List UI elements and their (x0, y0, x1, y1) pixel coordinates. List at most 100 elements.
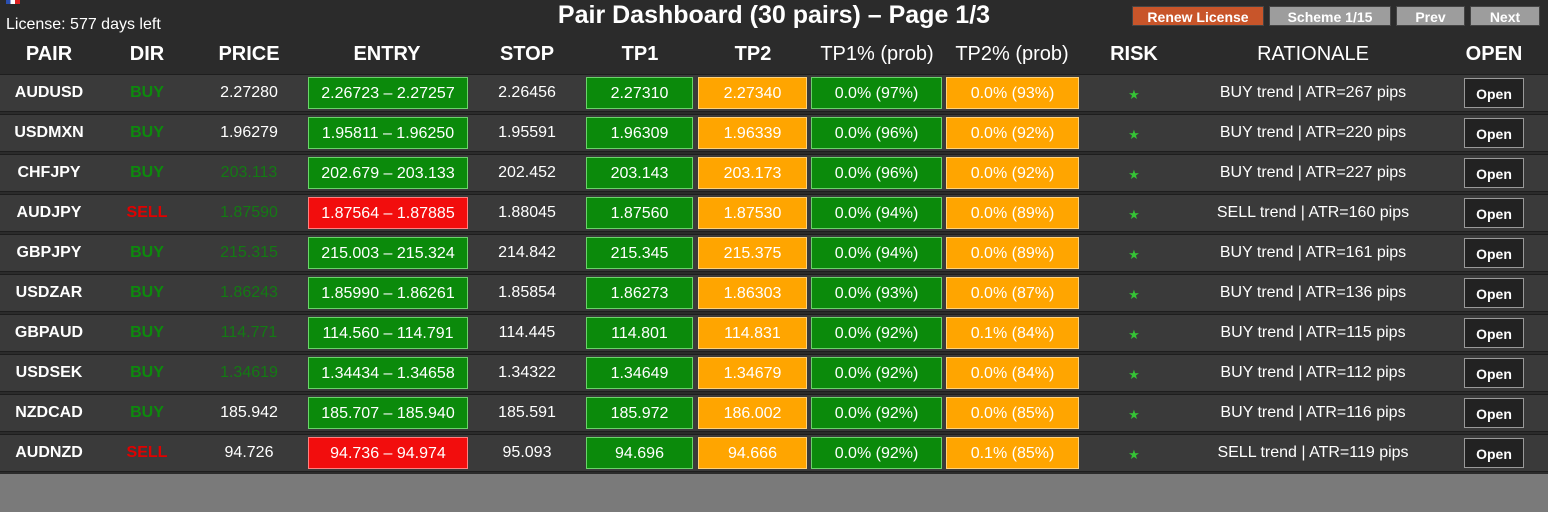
stop-cell: 1.95591 (498, 124, 556, 141)
risk-star-icon: ★ (1128, 127, 1140, 142)
entry-cell: 215.003 – 215.324 (308, 237, 468, 269)
risk-star-icon: ★ (1128, 447, 1140, 462)
table-row: AUDUSD BUY 2.27280 2.26723 – 2.27257 2.26456… (0, 74, 1548, 112)
next-page-button[interactable]: Next (1470, 6, 1540, 26)
price-cell: 114.771 (220, 324, 278, 341)
pair-cell: AUDNZD (15, 444, 83, 461)
rationale-cell: BUY trend | ATR=115 pips (1220, 324, 1406, 341)
tp1-prob-cell: 0.0% (92%) (811, 317, 942, 349)
tp2-cell: 94.666 (698, 437, 807, 469)
price-cell: 185.942 (220, 404, 278, 421)
tp2-cell: 215.375 (698, 237, 807, 269)
risk-star-icon: ★ (1128, 167, 1140, 182)
open-trade-button[interactable]: Open (1464, 158, 1524, 188)
rationale-cell: BUY trend | ATR=161 pips (1219, 244, 1407, 261)
price-cell: 1.34619 (220, 364, 278, 381)
open-trade-button[interactable]: Open (1464, 238, 1524, 268)
entry-cell: 185.707 – 185.940 (308, 397, 468, 429)
tp1-cell: 1.34649 (586, 357, 693, 389)
tp2-prob-cell: 0.0% (92%) (946, 157, 1079, 189)
scheme-button[interactable]: Scheme 1/15 (1269, 6, 1391, 26)
rationale-cell: BUY trend | ATR=116 pips (1220, 404, 1406, 421)
open-trade-button[interactable]: Open (1464, 398, 1524, 428)
header-risk: RISK (1110, 43, 1158, 65)
header-open: OPEN (1465, 43, 1523, 65)
rationale-cell: BUY trend | ATR=267 pips (1219, 84, 1407, 101)
prev-page-button[interactable]: Prev (1396, 6, 1465, 26)
header-tp2: TP2 (734, 43, 772, 65)
risk-star-icon: ★ (1128, 287, 1140, 302)
rationale-cell: BUY trend | ATR=112 pips (1220, 364, 1406, 381)
tp1-prob-cell: 0.0% (92%) (811, 357, 942, 389)
renew-license-button[interactable]: Renew License (1132, 6, 1264, 26)
stop-cell: 114.445 (498, 324, 556, 341)
table-row: AUDNZD SELL 94.726 94.736 – 94.974 95.093 94.… (0, 434, 1548, 472)
pair-cell: GBPJPY (16, 244, 82, 261)
tp1-cell: 1.86273 (586, 277, 693, 309)
entry-cell: 202.679 – 203.133 (308, 157, 468, 189)
open-trade-button[interactable]: Open (1464, 358, 1524, 388)
tp2-prob-cell: 0.1% (84%) (946, 317, 1079, 349)
tp2-cell: 114.831 (698, 317, 807, 349)
open-trade-button[interactable]: Open (1464, 438, 1524, 468)
entry-cell: 1.85990 – 1.86261 (308, 277, 468, 309)
risk-star-icon: ★ (1128, 407, 1140, 422)
tp1-prob-cell: 0.0% (96%) (811, 117, 942, 149)
header-tp2-prob: TP2% (prob) (955, 43, 1069, 65)
header-price: PRICE (218, 43, 280, 65)
entry-cell: 1.95811 – 1.96250 (308, 117, 468, 149)
tp1-cell: 114.801 (586, 317, 693, 349)
direction-cell: BUY (130, 364, 164, 381)
tp2-cell: 186.002 (698, 397, 807, 429)
table-row: NZDCAD BUY 185.942 185.707 – 185.940 185.591… (0, 394, 1548, 432)
risk-star-icon: ★ (1128, 207, 1140, 222)
direction-cell: BUY (130, 284, 164, 301)
table-row: AUDJPY SELL 1.87590 1.87564 – 1.87885 1.8804… (0, 194, 1548, 232)
tp1-cell: 1.87560 (586, 197, 693, 229)
tp2-cell: 203.173 (698, 157, 807, 189)
price-cell: 2.27280 (220, 84, 278, 101)
direction-cell: SELL (126, 204, 168, 221)
open-trade-button[interactable]: Open (1464, 318, 1524, 348)
tp1-prob-cell: 0.0% (94%) (811, 237, 942, 269)
table-header: PAIR DIR PRICE ENTRY STOP TP1 TP2 TP1% (… (0, 34, 1548, 74)
price-cell: 1.86243 (220, 284, 278, 301)
open-trade-button[interactable]: Open (1464, 198, 1524, 228)
tp2-prob-cell: 0.0% (92%) (946, 117, 1079, 149)
direction-cell: BUY (130, 324, 164, 341)
pair-cell: CHFJPY (17, 164, 81, 181)
tp1-prob-cell: 0.0% (97%) (811, 77, 942, 109)
rationale-cell: SELL trend | ATR=119 pips (1217, 444, 1409, 461)
tp2-prob-cell: 0.0% (89%) (946, 197, 1079, 229)
direction-cell: BUY (130, 164, 164, 181)
tp2-prob-cell: 0.0% (84%) (946, 357, 1079, 389)
header-rationale: RATIONALE (1257, 43, 1369, 65)
risk-star-icon: ★ (1128, 87, 1140, 102)
rationale-cell: SELL trend | ATR=160 pips (1216, 204, 1410, 221)
stop-cell: 1.85854 (498, 284, 556, 301)
pair-cell: GBPAUD (14, 324, 84, 341)
open-trade-button[interactable]: Open (1464, 78, 1524, 108)
direction-cell: BUY (130, 124, 164, 141)
tp2-prob-cell: 0.0% (85%) (946, 397, 1079, 429)
header-entry: ENTRY (353, 43, 421, 65)
stop-cell: 1.34322 (498, 364, 556, 381)
stop-cell: 185.591 (498, 404, 556, 421)
tp2-cell: 1.87530 (698, 197, 807, 229)
tp2-prob-cell: 0.1% (85%) (946, 437, 1079, 469)
table-row: GBPAUD BUY 114.771 114.560 – 114.791 114.445… (0, 314, 1548, 352)
price-cell: 1.87590 (220, 204, 278, 221)
open-trade-button[interactable]: Open (1464, 278, 1524, 308)
table-row: USDZAR BUY 1.86243 1.85990 – 1.86261 1.85854… (0, 274, 1548, 312)
tp2-cell: 1.34679 (698, 357, 807, 389)
stop-cell: 214.842 (498, 244, 556, 261)
risk-star-icon: ★ (1128, 247, 1140, 262)
entry-cell: 2.26723 – 2.27257 (308, 77, 468, 109)
open-trade-button[interactable]: Open (1464, 118, 1524, 148)
header-tp1-prob: TP1% (prob) (820, 43, 934, 65)
entry-cell: 1.87564 – 1.87885 (308, 197, 468, 229)
header-stop: STOP (499, 43, 555, 65)
header-pair: PAIR (25, 43, 73, 65)
stop-cell: 95.093 (502, 444, 552, 461)
risk-star-icon: ★ (1128, 327, 1140, 342)
